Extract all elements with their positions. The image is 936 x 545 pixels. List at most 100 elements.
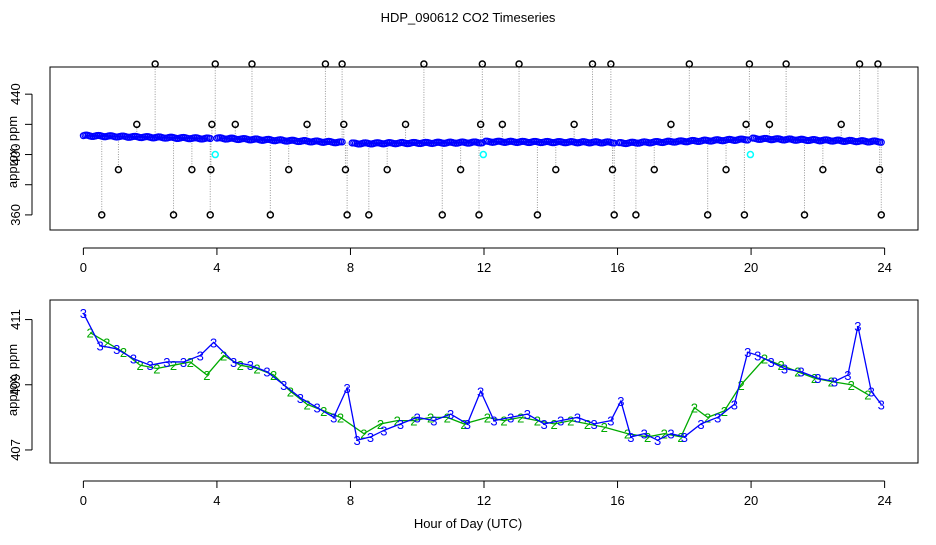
series-2-marker: 2 (550, 417, 557, 432)
x-tick-label: 20 (744, 493, 758, 508)
series-2-marker: 2 (500, 414, 507, 429)
x-tick-label: 24 (877, 260, 891, 275)
series-2-marker: 2 (170, 358, 177, 373)
y-tick-label: 407 (8, 439, 23, 461)
series-2-marker: 2 (517, 410, 524, 425)
x-tick-label: 4 (213, 260, 220, 275)
calibration-point (837, 120, 845, 129)
calibration-point (248, 60, 256, 68)
calibration-point (114, 165, 123, 174)
series-2-marker: 2 (704, 410, 711, 425)
x-tick-label: 4 (213, 493, 220, 508)
series-2-marker: 2 (864, 388, 871, 403)
calibration-point (151, 60, 159, 68)
calibration-point (211, 60, 220, 68)
series-3-marker: 3 (477, 384, 484, 399)
series-3-marker: 3 (557, 414, 564, 429)
x-tick-label: 0 (80, 493, 87, 508)
series-3-marker: 3 (697, 417, 704, 432)
calibration-point (343, 211, 351, 219)
calibration-point (383, 165, 391, 174)
calibration-point (745, 60, 754, 68)
series-3-marker: 3 (367, 430, 374, 445)
x-tick-label: 20 (744, 260, 758, 275)
calibration-point (206, 211, 214, 219)
ambient-point (338, 138, 346, 146)
calibration-point (632, 211, 640, 219)
calibration-point (401, 120, 410, 129)
calibration-point (188, 165, 196, 174)
series-2-marker: 2 (828, 375, 835, 390)
series-3-marker: 3 (247, 358, 254, 373)
series-3-marker: 3 (868, 384, 875, 399)
series-3-marker: 3 (180, 355, 187, 370)
series-3-marker: 3 (854, 319, 861, 334)
ambient-point (206, 134, 214, 143)
series-2-line (89, 332, 869, 438)
series-2-marker: 2 (624, 427, 631, 442)
x-axis-label: Hour of Day (UTC) (414, 516, 522, 531)
series-3-marker: 3 (130, 352, 137, 367)
series-3-marker: 3 (80, 306, 87, 321)
series-3-marker: 3 (540, 417, 547, 432)
plot-frame (49, 66, 919, 231)
series-2-marker: 2 (848, 378, 855, 393)
calibration-point (570, 120, 578, 129)
x-tick-label: 8 (347, 493, 354, 508)
series-3-marker: 3 (344, 381, 351, 396)
series-3-marker: 3 (163, 355, 170, 370)
series-3-marker: 3 (380, 423, 387, 438)
series-2-marker: 2 (737, 378, 744, 393)
calibration-point (341, 165, 350, 174)
series-2-marker: 2 (103, 335, 110, 350)
x-tick-label: 8 (347, 260, 354, 275)
figure-title: HDP_090612 CO2 Timeseries (381, 10, 556, 25)
transition-point (479, 150, 488, 159)
calibration-point (607, 60, 615, 68)
calibration-point (765, 120, 774, 129)
series-3-marker: 3 (524, 407, 531, 422)
series-3-marker: 3 (667, 427, 674, 442)
calibration-point (515, 60, 523, 68)
series-3-marker: 3 (767, 355, 774, 370)
series-2-marker: 2 (601, 420, 608, 435)
series-3-marker: 3 (831, 375, 838, 390)
series-3-marker: 3 (464, 417, 471, 432)
series-3-marker: 3 (490, 414, 497, 429)
calibration-point (303, 120, 311, 129)
calibration-point (608, 165, 617, 174)
series-2-marker: 2 (137, 358, 144, 373)
series-3-marker: 3 (113, 342, 120, 357)
series-3-marker: 3 (280, 378, 287, 393)
series-2-marker: 2 (427, 410, 434, 425)
calibration-point (552, 165, 560, 174)
series-2-marker: 2 (220, 348, 227, 363)
series-2-marker: 2 (661, 427, 668, 442)
y-tick-label: 360 (8, 204, 23, 226)
calibration-point (874, 60, 882, 68)
series-2-marker: 2 (644, 430, 651, 445)
series-3-marker: 3 (96, 339, 103, 354)
calibration-point (478, 60, 487, 68)
ambient-point (877, 138, 885, 146)
calibration-point (208, 120, 216, 129)
series-3-marker: 3 (744, 345, 751, 360)
plot-frame (49, 299, 919, 464)
series-3-marker: 3 (844, 368, 851, 383)
x-tick-label: 12 (477, 260, 491, 275)
series-2-marker: 2 (187, 355, 194, 370)
series-3-marker: 3 (617, 394, 624, 409)
series-2-marker: 2 (584, 417, 591, 432)
series-2-marker: 2 (287, 384, 294, 399)
y-tick-label: 411 (8, 309, 23, 330)
transition-point (211, 150, 220, 159)
series-3-marker: 3 (731, 397, 738, 412)
series-3-marker: 3 (330, 410, 337, 425)
calibration-point (588, 60, 597, 68)
y-tick-label: 400 (8, 144, 23, 166)
series-3-marker: 3 (354, 433, 361, 448)
calibration-point (782, 60, 790, 68)
calibration-point (855, 60, 864, 68)
series-3-marker: 3 (210, 335, 217, 350)
